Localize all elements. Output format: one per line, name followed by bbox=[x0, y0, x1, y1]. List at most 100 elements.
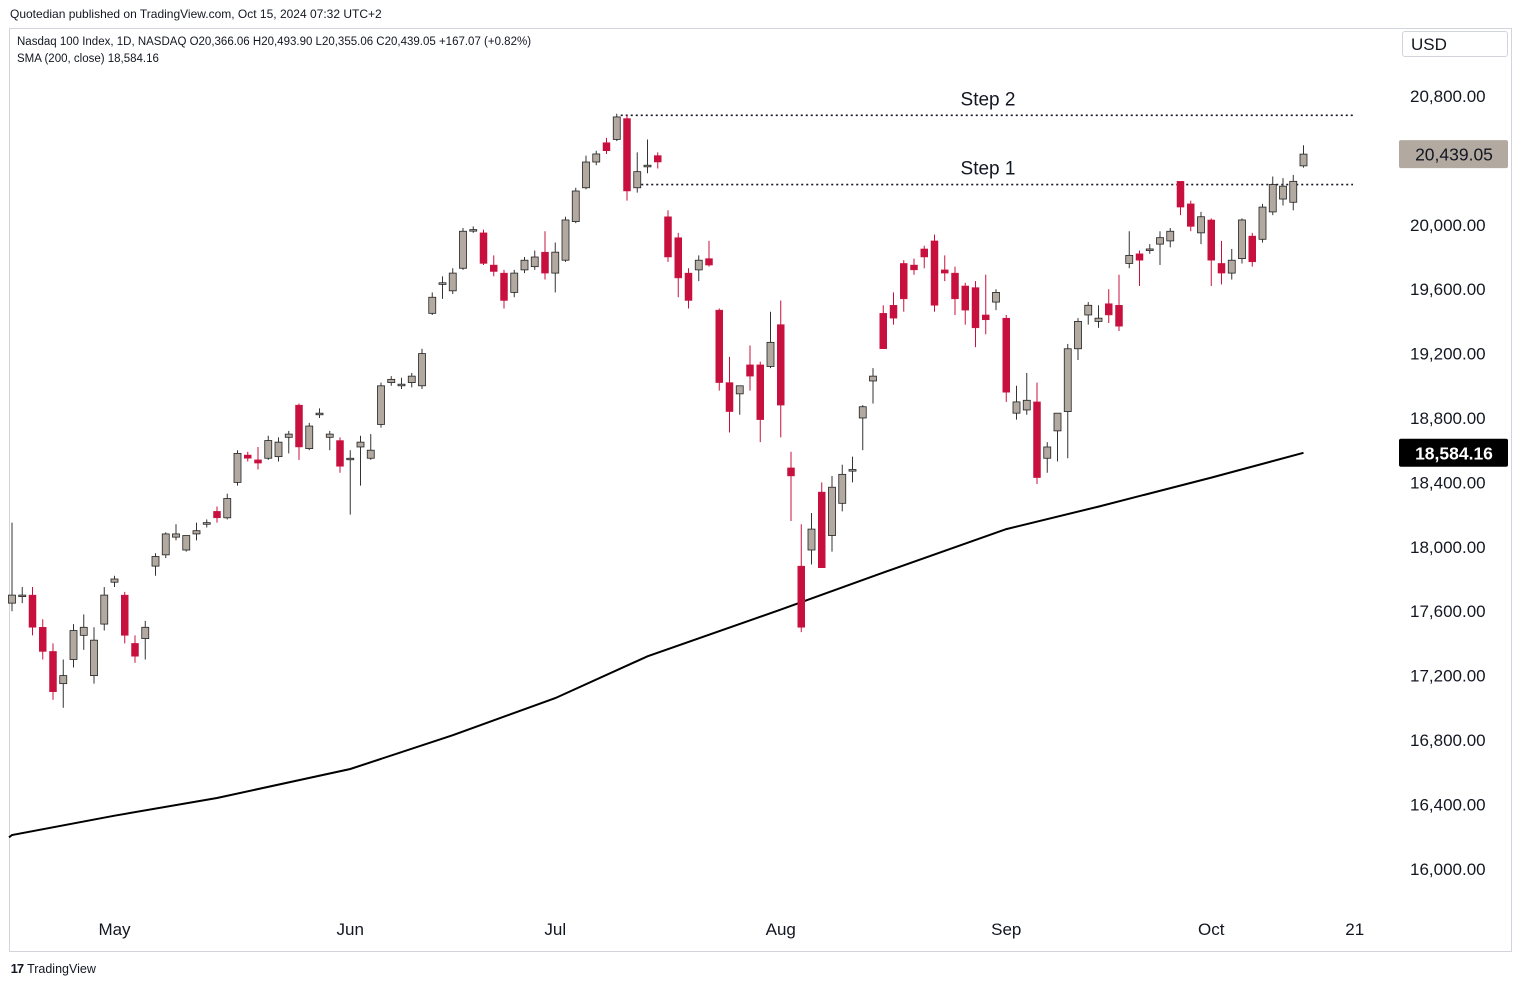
candle-body bbox=[1125, 254, 1134, 264]
x-tick-label: Sep bbox=[991, 920, 1021, 939]
candle-body bbox=[397, 383, 406, 387]
candle-body bbox=[172, 533, 180, 538]
candle-body bbox=[920, 248, 928, 258]
candle-body bbox=[735, 385, 744, 395]
candle-body bbox=[121, 594, 129, 636]
candle-body bbox=[541, 251, 549, 274]
candle-body bbox=[705, 258, 713, 266]
candle-body bbox=[28, 594, 37, 628]
candle-body bbox=[90, 639, 98, 676]
candle-body bbox=[141, 626, 150, 639]
candle-body bbox=[1299, 153, 1308, 167]
symbol-legend[interactable]: Nasdaq 100 Index, 1D, NASDAQ O20,366.06 … bbox=[17, 36, 532, 48]
x-tick-label: Jul bbox=[544, 920, 566, 939]
candle-body bbox=[828, 486, 836, 536]
candle-body bbox=[1033, 401, 1041, 478]
candle-body bbox=[941, 269, 949, 274]
candle-body bbox=[356, 441, 365, 448]
candle-body bbox=[223, 498, 232, 519]
candle-body bbox=[1074, 320, 1082, 350]
candle-body bbox=[746, 364, 754, 377]
candle-body bbox=[1105, 303, 1113, 316]
candle-body bbox=[766, 341, 775, 367]
candle-body bbox=[725, 382, 734, 412]
candle-body bbox=[346, 457, 355, 461]
candle-body bbox=[366, 449, 375, 459]
candle-body bbox=[161, 533, 170, 556]
candle-body bbox=[295, 404, 303, 448]
candle-body bbox=[325, 433, 334, 438]
candle-body bbox=[1248, 235, 1256, 263]
published-line: Quotedian published on TradingView.com, … bbox=[10, 7, 382, 21]
candle-body bbox=[684, 272, 693, 301]
candle-body bbox=[1197, 216, 1205, 234]
candle-body bbox=[869, 375, 877, 382]
candle-body bbox=[1289, 180, 1298, 203]
candle-body bbox=[233, 453, 242, 483]
y-tick-label: 20,800.00 bbox=[1410, 87, 1486, 106]
candle-body bbox=[479, 232, 488, 264]
candle-body bbox=[1053, 412, 1062, 432]
candle-body bbox=[131, 643, 139, 657]
candle-body bbox=[530, 256, 539, 268]
candle-body bbox=[1022, 399, 1031, 411]
y-tick-label: 17,200.00 bbox=[1410, 667, 1486, 686]
candle-body bbox=[602, 142, 611, 151]
y-tick-label: 20,000.00 bbox=[1410, 216, 1486, 235]
candle-body bbox=[520, 259, 529, 271]
candle-body bbox=[1207, 219, 1215, 261]
candle-body bbox=[336, 440, 344, 467]
candle-body bbox=[59, 675, 68, 685]
candle-body bbox=[561, 219, 570, 261]
price-badge bbox=[1399, 140, 1508, 169]
candle-body bbox=[992, 292, 1000, 303]
candle-body bbox=[1156, 237, 1164, 245]
candle-body bbox=[756, 364, 764, 420]
sma-legend[interactable]: SMA (200, close) 18,584.16 bbox=[17, 53, 159, 65]
candle-body bbox=[951, 272, 959, 300]
y-tick-label: 16,000.00 bbox=[1410, 860, 1486, 879]
candle-body bbox=[1187, 203, 1195, 227]
x-tick-label: 21 bbox=[1345, 920, 1364, 939]
candle-body bbox=[838, 473, 847, 504]
candle-body bbox=[1043, 446, 1052, 459]
candle-body bbox=[100, 594, 109, 625]
candle-body bbox=[49, 651, 57, 692]
candle-body bbox=[1084, 304, 1093, 316]
candle-body bbox=[387, 378, 396, 383]
candle-body bbox=[818, 491, 826, 568]
candle-body bbox=[982, 314, 990, 321]
candle-body bbox=[418, 353, 426, 387]
candle-body bbox=[797, 565, 805, 628]
candle-body bbox=[694, 259, 703, 271]
candle-body bbox=[213, 511, 221, 519]
tradingview-logo-icon: 17 bbox=[9, 961, 24, 976]
candle-body bbox=[244, 454, 252, 459]
price-badge bbox=[1399, 438, 1508, 467]
candle-body bbox=[664, 216, 672, 258]
candle-body bbox=[264, 440, 273, 459]
candle-body bbox=[643, 164, 652, 168]
candle-body bbox=[910, 264, 918, 271]
candle-body bbox=[79, 626, 88, 636]
candle-body bbox=[879, 313, 887, 350]
currency-button[interactable]: USD bbox=[1402, 31, 1508, 57]
candle-body bbox=[1227, 259, 1236, 274]
candle-body bbox=[510, 272, 519, 293]
candle-body bbox=[1258, 206, 1267, 240]
candle-body bbox=[1145, 248, 1154, 251]
candle-body bbox=[930, 240, 939, 306]
footer-brand[interactable]: 17 TradingView bbox=[9, 961, 96, 976]
candle-body bbox=[858, 406, 867, 419]
candle-body bbox=[612, 116, 621, 140]
y-tick-label: 18,000.00 bbox=[1410, 538, 1486, 557]
candle-body bbox=[69, 630, 78, 660]
candle-body bbox=[777, 324, 785, 406]
candle-body bbox=[274, 441, 283, 458]
candle-body bbox=[377, 385, 385, 425]
y-tick-label: 17,600.00 bbox=[1410, 602, 1486, 621]
y-tick-label: 16,800.00 bbox=[1410, 731, 1486, 750]
x-tick-label: Jun bbox=[337, 920, 364, 939]
y-tick-label: 18,400.00 bbox=[1410, 473, 1486, 492]
